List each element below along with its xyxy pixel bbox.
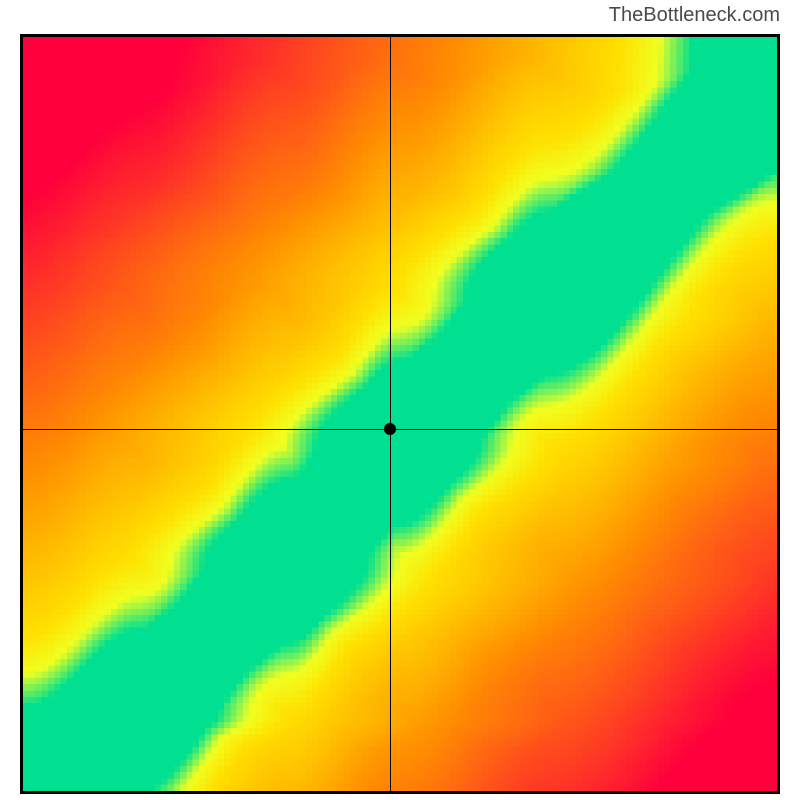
watermark-text: TheBottleneck.com bbox=[609, 4, 780, 27]
crosshair-dot bbox=[384, 423, 396, 435]
crosshair-vertical bbox=[390, 37, 391, 791]
crosshair-horizontal bbox=[23, 429, 777, 430]
heatmap-plot bbox=[20, 34, 780, 794]
heatmap-canvas bbox=[23, 37, 777, 791]
